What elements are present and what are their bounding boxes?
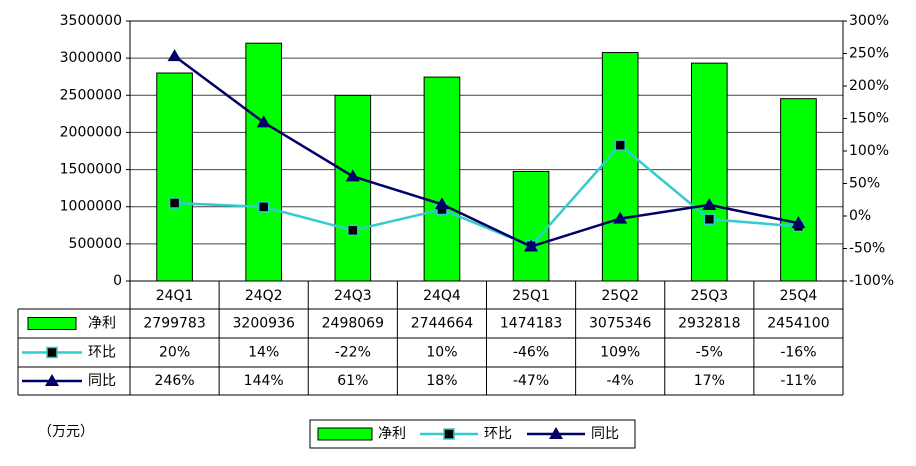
y-tick-label: 1500000 bbox=[60, 162, 122, 178]
bar bbox=[245, 42, 283, 282]
x-tick-label: 24Q3 bbox=[334, 288, 372, 304]
table-value: -22% bbox=[335, 345, 371, 361]
y-tick-label: 3500000 bbox=[60, 13, 122, 29]
y2-tick-label: -50% bbox=[849, 241, 885, 257]
table-value: 20% bbox=[159, 345, 190, 361]
legend-marker bbox=[443, 428, 455, 440]
table-value: 246% bbox=[155, 373, 195, 389]
table-series-name: 净利 bbox=[88, 316, 116, 332]
marker bbox=[256, 115, 271, 128]
legend-marker bbox=[45, 374, 59, 386]
table-value: 2744664 bbox=[411, 316, 473, 332]
y-tick-label: 3000000 bbox=[60, 50, 122, 66]
bar bbox=[780, 98, 817, 282]
marker bbox=[524, 239, 539, 252]
y2-tick-label: 0% bbox=[849, 208, 871, 224]
line bbox=[173, 55, 799, 248]
table-value: 14% bbox=[248, 345, 279, 361]
y-tick-label: 1000000 bbox=[60, 199, 122, 215]
table-value: 3075346 bbox=[589, 316, 651, 332]
legend-swatch bbox=[317, 427, 373, 441]
table-value: -4% bbox=[607, 373, 634, 389]
y-tick-label: 500000 bbox=[69, 236, 122, 252]
marker bbox=[167, 49, 182, 62]
y2-tick-label: 100% bbox=[849, 143, 889, 159]
table-value: 2932818 bbox=[678, 316, 740, 332]
marker bbox=[434, 197, 449, 210]
bar bbox=[512, 170, 550, 282]
table-value: 144% bbox=[244, 373, 284, 389]
y2-tick-label: 50% bbox=[849, 176, 880, 192]
y2-tick-label: 200% bbox=[849, 78, 889, 94]
table-value: 1474183 bbox=[500, 316, 562, 332]
table-value: 3200936 bbox=[233, 316, 295, 332]
table-value: 61% bbox=[337, 373, 368, 389]
y2-tick-label: -100% bbox=[849, 273, 894, 289]
y2-tick-label: 250% bbox=[849, 46, 889, 62]
legend-marker bbox=[549, 427, 563, 439]
bar bbox=[690, 62, 728, 282]
x-tick-label: 25Q4 bbox=[780, 288, 818, 304]
marker bbox=[257, 201, 270, 213]
table-value: -47% bbox=[513, 373, 549, 389]
marker bbox=[345, 169, 360, 182]
marker bbox=[614, 139, 626, 151]
marker bbox=[703, 213, 716, 225]
unit-label: （万元） bbox=[38, 424, 94, 440]
bar bbox=[601, 52, 639, 282]
table-value: 2454100 bbox=[767, 316, 829, 332]
table-value: -11% bbox=[780, 373, 816, 389]
table-value: 17% bbox=[694, 373, 725, 389]
table-series-name: 同比 bbox=[88, 373, 116, 389]
y-tick-label: 0 bbox=[113, 273, 122, 289]
marker bbox=[168, 197, 181, 209]
table-value: 10% bbox=[426, 345, 457, 361]
marker bbox=[702, 197, 717, 210]
marker bbox=[613, 211, 628, 224]
marker bbox=[791, 216, 806, 229]
x-tick-label: 25Q2 bbox=[601, 288, 639, 304]
x-tick-label: 24Q2 bbox=[245, 288, 283, 304]
legend-label: 净利 bbox=[378, 426, 406, 442]
marker bbox=[347, 224, 359, 237]
y2-tick-label: 150% bbox=[849, 111, 889, 127]
y-tick-label: 2000000 bbox=[60, 124, 122, 140]
legend-swatch bbox=[27, 317, 77, 330]
x-tick-label: 25Q3 bbox=[690, 288, 728, 304]
x-tick-label: 24Q1 bbox=[156, 288, 194, 304]
legend-label: 环比 bbox=[484, 426, 512, 442]
table-value: 2799783 bbox=[143, 316, 205, 332]
table-value: 109% bbox=[600, 345, 640, 361]
x-tick-label: 24Q4 bbox=[423, 288, 461, 304]
table-value: 2498069 bbox=[322, 316, 384, 332]
legend-label: 同比 bbox=[591, 426, 619, 442]
x-tick-label: 25Q1 bbox=[512, 288, 550, 304]
legend-marker bbox=[46, 346, 58, 359]
bar bbox=[334, 94, 372, 282]
y2-tick-label: 300% bbox=[849, 13, 889, 29]
bar bbox=[423, 76, 461, 282]
plot-frame bbox=[129, 20, 844, 282]
table-value: 18% bbox=[426, 373, 457, 389]
table-series-name: 环比 bbox=[88, 345, 116, 361]
y-tick-label: 2500000 bbox=[60, 87, 122, 103]
table-value: -16% bbox=[780, 345, 816, 361]
table-value: -46% bbox=[513, 345, 549, 361]
table-value: -5% bbox=[696, 345, 723, 361]
bar bbox=[156, 72, 193, 282]
